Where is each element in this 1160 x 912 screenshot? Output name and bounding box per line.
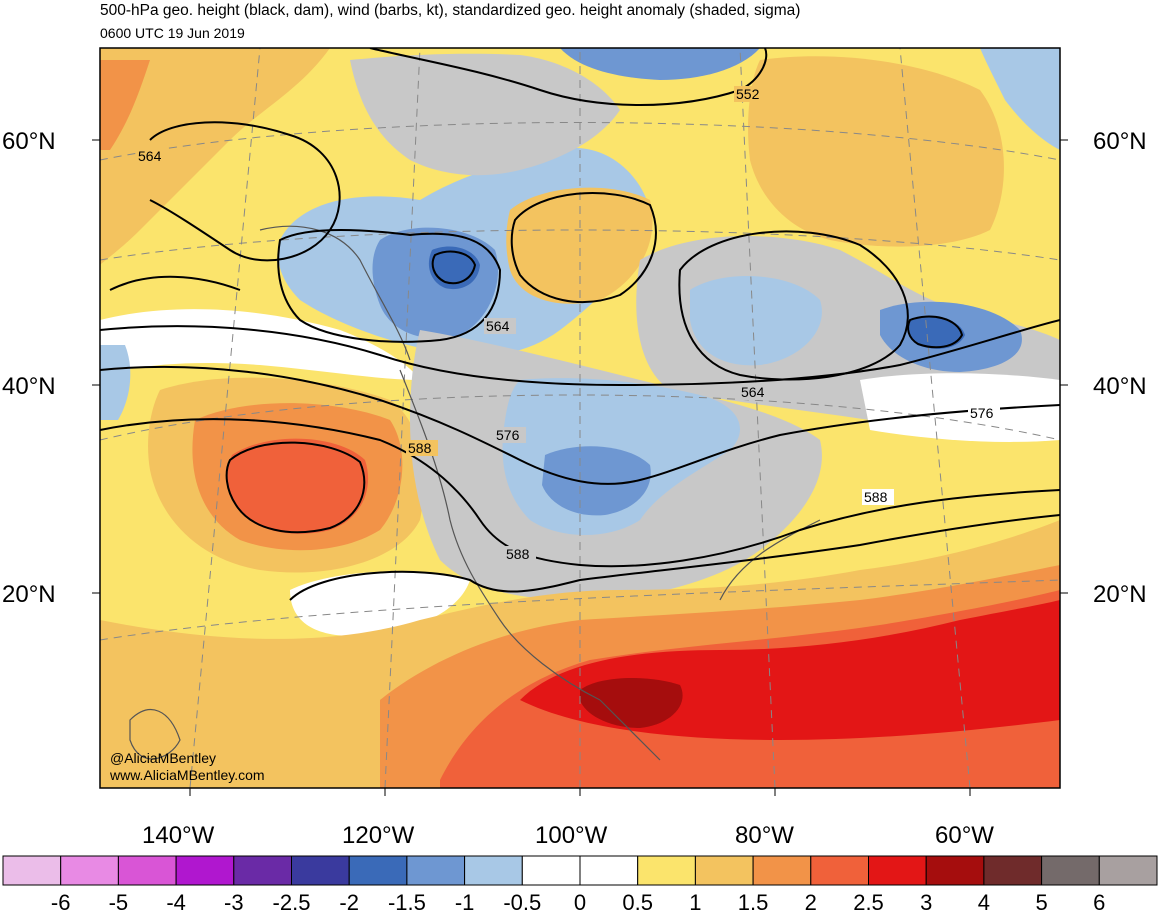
colorbar-swatch [752,855,812,886]
colorbar-label: 6 [1093,890,1105,912]
colorbar-label: 0.5 [622,890,653,912]
colorbar-swatch [291,855,350,886]
anomaly-far-west [100,60,150,150]
contour-576 [100,365,1060,485]
contour-label-588-pacific: 588 [408,440,432,456]
lon-label-80w: 80°W [735,822,794,849]
lon-label-140w: 140°W [142,822,215,849]
contour-labels: 552 564 564 564 576 576 588 588 588 [136,86,1000,562]
colorbar-label: -2 [339,890,359,912]
anomaly-greenland [748,56,1004,247]
graticule [100,48,1060,788]
chart-title: 500-hPa geo. height (black, dam), wind (… [100,2,801,19]
colorbar-swatch [2,855,62,886]
colorbar-label: -0.5 [503,890,541,912]
colorbar-label: -6 [51,890,71,912]
contour-label-564-alaska: 564 [138,148,162,164]
colorbar-swatch [637,855,696,886]
colorbar-label: 3 [920,890,932,912]
colorbar-label: 1 [689,890,701,912]
colorbar-label: 4 [978,890,990,912]
colorbar-swatch [233,855,293,886]
colorbar-swatch [60,855,119,886]
lat-label-60-right: 60°N [1093,128,1147,155]
contour-label-564-east: 564 [741,384,765,400]
colorbar-swatch [1098,855,1158,886]
colorbar-label: 2 [805,890,817,912]
contour-564-alaska [149,121,341,262]
colorbar-label: -5 [109,890,129,912]
lat-label-20-left: 20°N [2,581,56,608]
anomaly-quebec-low [690,276,822,366]
lon-label-100w: 100°W [535,822,608,849]
colorbar-swatch [694,855,754,886]
colorbar-swatch [348,855,408,886]
contour-label-588-south: 588 [506,546,530,562]
contour-label-552: 552 [736,86,760,102]
anomaly-arctic-grey [350,53,620,176]
anomaly-atlantic-neutral [860,373,1060,442]
colorbar-label: 5 [1035,890,1047,912]
colorbar-swatch [464,855,523,886]
colorbar-label: 1.5 [738,890,769,912]
colorbar-swatch [868,855,927,886]
credit-handle: @AliciaMBentley [110,750,216,766]
contour-564-quebec [678,230,909,381]
colorbar-swatch [983,855,1043,886]
credit-website: www.AliciaMBentley.com [109,767,265,783]
lat-label-40-right: 40°N [1093,373,1147,400]
colorbar-labels: -6 -5 -4 -3 -2.5 -2 -1.5 -1 -0.5 0 0.5 1 1.5 2 2.5 3 4 5 6 [51,890,1106,912]
anomaly-gulf-of-alaska [100,48,330,265]
anomaly-pacific-blue-west [100,345,131,420]
anomaly-pacific-ridge-core [227,438,369,534]
contour-552-north [369,48,768,106]
anomaly-mexico-max [580,678,683,728]
contour-label-576-west: 576 [496,427,520,443]
colorbar-label: -3 [224,890,244,912]
lat-label-60-left: 60°N [2,128,56,155]
contour-labrador-core [907,315,964,349]
lat-label-20-right: 20°N [1093,581,1147,608]
colorbar-label: 2.5 [853,890,884,912]
colorbar-label: 0 [574,890,586,912]
contour-588-south [289,514,1060,601]
anomaly-northeast-blue [980,48,1060,150]
colorbar-label: -1 [455,890,475,912]
contour-564-band [100,319,1060,387]
contour-canada-core [431,250,477,285]
anomaly-labrador-core [908,316,965,349]
colorbar-label: -2.5 [273,890,311,912]
colorbar-swatch [117,855,177,886]
colorbar [2,855,1158,886]
lon-label-120w: 120°W [342,822,415,849]
contour-label-588-atlantic: 588 [864,489,888,505]
left-ticks [92,139,1068,796]
colorbar-swatch [521,855,581,886]
colorbar-swatch [579,855,639,886]
contour-label-564-canada: 564 [486,318,510,334]
contour-label-576-east: 576 [970,405,994,421]
contour-pacific-high [225,441,366,534]
coastlines [129,225,821,761]
valid-time: 0600 UTC 19 Jun 2019 [100,25,245,41]
contour-588 [100,418,1060,568]
anomaly-central-us-core [542,446,651,516]
contour-hudson-ridge [510,192,657,303]
anomaly-arctic-blue [560,48,760,80]
colorbar-swatch [175,855,235,886]
colorbar-label: -4 [166,890,186,912]
anomaly-hudson-bay [506,187,653,304]
colorbar-label: -1.5 [388,890,426,912]
map-panel [100,48,1060,788]
lat-label-40-left: 40°N [2,373,56,400]
colorbar-swatch [925,855,985,886]
lon-label-60w: 60°W [935,822,994,849]
contour-west-fragment [109,275,241,291]
colorbar-swatch [810,855,869,886]
colorbar-swatch [1041,855,1100,886]
colorbar-swatch [406,855,466,886]
